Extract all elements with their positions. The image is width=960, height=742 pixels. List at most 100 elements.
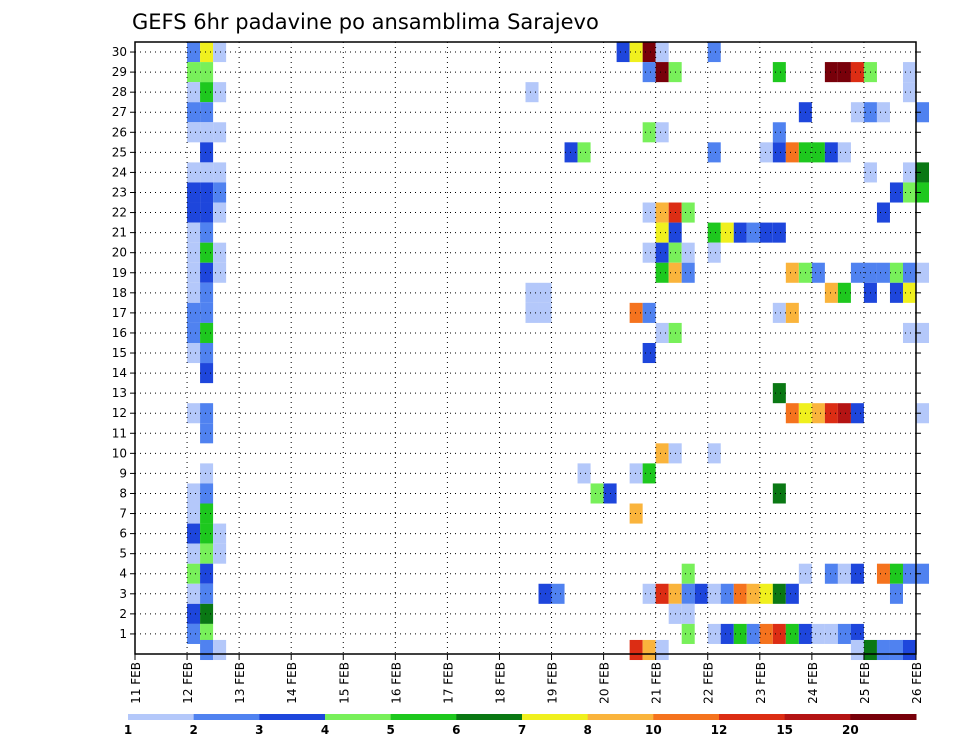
colorbar-label: 20 bbox=[842, 723, 859, 737]
heatmap-cell bbox=[642, 202, 656, 223]
heatmap-cell bbox=[850, 403, 864, 424]
heatmap-cell bbox=[746, 222, 760, 243]
x-tick-label: 24 FEB bbox=[806, 662, 820, 704]
heatmap-cell bbox=[200, 623, 214, 644]
heatmap-cell bbox=[850, 102, 864, 123]
heatmap-cells bbox=[187, 42, 930, 661]
x-tick-label: 11 FEB bbox=[129, 662, 143, 704]
heatmap-cell bbox=[213, 202, 227, 223]
heatmap-cell bbox=[629, 463, 643, 484]
heatmap-cell bbox=[642, 302, 656, 323]
colorbar-label: 1 bbox=[124, 723, 132, 737]
heatmap-cell bbox=[811, 403, 825, 424]
heatmap-cell bbox=[811, 142, 825, 163]
y-tick-label: 30 bbox=[112, 45, 127, 59]
heatmap-cell bbox=[707, 222, 721, 243]
heatmap-cell bbox=[200, 302, 214, 323]
y-tick-label: 17 bbox=[112, 306, 127, 320]
heatmap-cell bbox=[720, 222, 734, 243]
heatmap-cell bbox=[772, 222, 786, 243]
heatmap-cell bbox=[629, 302, 643, 323]
heatmap-cell bbox=[187, 42, 201, 63]
heatmap-cell bbox=[811, 623, 825, 644]
heatmap-cell bbox=[759, 222, 773, 243]
heatmap-cell bbox=[200, 122, 214, 143]
heatmap-cell bbox=[837, 142, 851, 163]
heatmap-cell bbox=[916, 162, 930, 183]
heatmap-cell bbox=[642, 342, 656, 364]
y-tick-label: 24 bbox=[112, 165, 127, 179]
heatmap-cell bbox=[785, 583, 799, 604]
heatmap-cell bbox=[642, 242, 656, 263]
heatmap-cell bbox=[187, 503, 201, 524]
heatmap-cell bbox=[772, 483, 786, 504]
heatmap-cell bbox=[889, 563, 903, 584]
heatmap-cell bbox=[681, 603, 695, 624]
heatmap-cell bbox=[746, 583, 760, 604]
heatmap-cell bbox=[200, 523, 214, 544]
y-tick-label: 18 bbox=[112, 286, 127, 300]
y-tick-label: 5 bbox=[119, 547, 127, 561]
colorbar-swatch bbox=[193, 714, 260, 720]
y-tick-label: 19 bbox=[112, 266, 127, 280]
x-tick-label: 18 FEB bbox=[493, 662, 507, 704]
heatmap-cell bbox=[824, 623, 838, 644]
heatmap-cell bbox=[850, 563, 864, 584]
heatmap-cell bbox=[876, 202, 890, 223]
heatmap-cell bbox=[642, 122, 656, 143]
heatmap-cell bbox=[850, 62, 864, 83]
heatmap-cell bbox=[902, 282, 916, 303]
y-tick-label: 14 bbox=[112, 366, 127, 380]
heatmap-cell bbox=[681, 242, 695, 263]
heatmap-cell bbox=[187, 322, 201, 343]
y-tick-label: 21 bbox=[112, 226, 127, 240]
x-tick-label: 16 FEB bbox=[389, 662, 403, 704]
heatmap-cell bbox=[746, 623, 760, 644]
heatmap-cell bbox=[876, 262, 890, 283]
colorbar-swatch bbox=[456, 714, 523, 720]
heatmap-cell bbox=[759, 623, 773, 644]
y-tick-label: 6 bbox=[119, 527, 127, 541]
heatmap-cell bbox=[200, 82, 214, 103]
y-tick-label: 13 bbox=[112, 386, 127, 400]
heatmap-cell bbox=[200, 503, 214, 524]
heatmap-cell bbox=[642, 42, 656, 63]
heatmap-cell bbox=[681, 583, 695, 604]
heatmap-cell bbox=[707, 242, 721, 263]
heatmap-cell bbox=[187, 62, 201, 83]
y-axis: 1234567891011121314151617181920212223242… bbox=[112, 45, 921, 641]
heatmap-cell bbox=[187, 543, 201, 564]
y-tick-label: 23 bbox=[112, 185, 127, 199]
heatmap-cell bbox=[707, 42, 721, 63]
y-tick-label: 22 bbox=[112, 206, 127, 220]
heatmap-cell bbox=[590, 483, 604, 504]
y-tick-label: 12 bbox=[112, 406, 127, 420]
heatmap-cell bbox=[642, 583, 656, 604]
heatmap-cell bbox=[525, 82, 539, 103]
heatmap-cell bbox=[850, 262, 864, 283]
heatmap-cell bbox=[655, 242, 669, 263]
x-tick-label: 15 FEB bbox=[337, 662, 351, 704]
heatmap-cell bbox=[213, 242, 227, 263]
heatmap-cell bbox=[213, 543, 227, 564]
heatmap-cell bbox=[889, 583, 903, 604]
heatmap-cell bbox=[707, 583, 721, 604]
colorbar-label: 12 bbox=[711, 723, 728, 737]
heatmap-cell bbox=[785, 623, 799, 644]
heatmap-cell bbox=[681, 202, 695, 223]
heatmap-cell bbox=[655, 322, 669, 343]
colorbar-label: 15 bbox=[776, 723, 793, 737]
heatmap-cell bbox=[187, 403, 201, 424]
heatmap-cell bbox=[655, 583, 669, 604]
heatmap-cell bbox=[785, 142, 799, 163]
heatmap-cell bbox=[916, 563, 930, 584]
heatmap-cell bbox=[850, 623, 864, 644]
heatmap-cell bbox=[655, 443, 669, 464]
heatmap-cell bbox=[629, 639, 643, 661]
heatmap-cell bbox=[213, 42, 227, 63]
heatmap-cell bbox=[837, 403, 851, 424]
heatmap-cell bbox=[187, 102, 201, 123]
heatmap-cell bbox=[187, 242, 201, 263]
heatmap-cell bbox=[655, 62, 669, 83]
heatmap-cell bbox=[200, 563, 214, 584]
